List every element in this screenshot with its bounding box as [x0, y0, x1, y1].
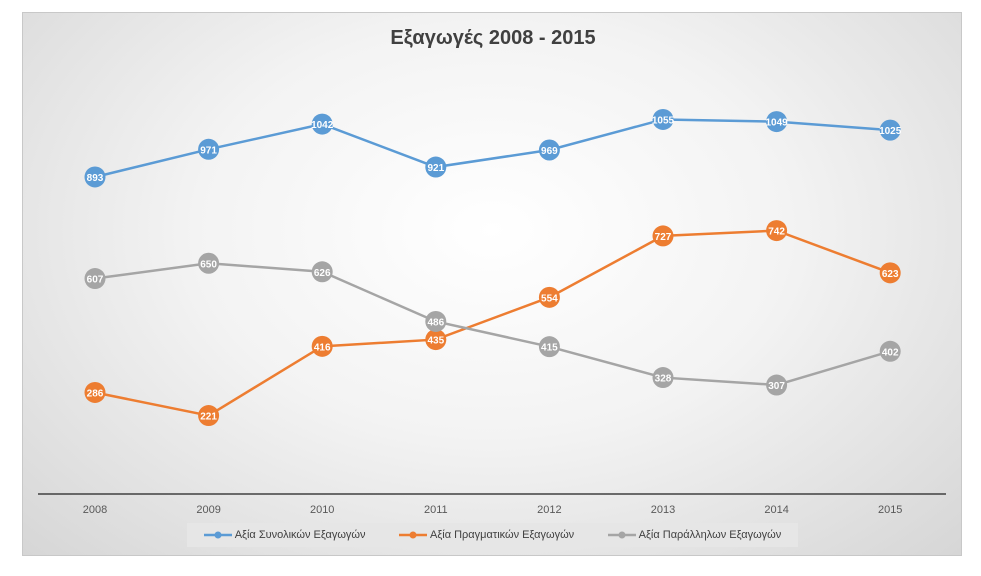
data-label: 221: [200, 412, 217, 423]
data-point: [538, 286, 560, 308]
x-tick-label: 2015: [878, 504, 902, 516]
data-point: [425, 329, 447, 351]
data-point: [311, 261, 333, 283]
data-label: 416: [314, 342, 331, 353]
x-tick-label: 2010: [310, 504, 334, 516]
data-label: 971: [200, 145, 217, 156]
data-point: [652, 108, 674, 130]
data-point: [425, 310, 447, 332]
data-label: 554: [541, 293, 558, 304]
x-tick-label: 2008: [83, 504, 107, 516]
legend-label: Αξία Πραγματικών Εξαγωγών: [429, 529, 575, 541]
legend-label: Αξία Παράλληλων Εξαγωγών: [638, 529, 782, 541]
data-point: [766, 220, 788, 242]
data-point: [879, 262, 901, 284]
data-label: 486: [427, 317, 444, 328]
data-label: 1049: [765, 118, 788, 129]
series-line-2: [94, 261, 891, 387]
x-tick-label: 2012: [537, 504, 561, 516]
data-label: 650: [200, 259, 217, 270]
series-line-0: [94, 118, 891, 179]
data-point: [198, 252, 220, 274]
data-point: [84, 268, 106, 290]
chart-title: Εξαγωγές 2008 - 2015: [390, 27, 596, 49]
legend-marker-icon: [398, 531, 427, 539]
legend-item: Αξία Παράλληλων Εξαγωγών: [607, 529, 782, 541]
plot-area: 2008 2009 2010 2011 2012 2013 2014 2015 893 971 10…: [38, 108, 946, 516]
data-point: [84, 166, 106, 188]
data-point: [311, 113, 333, 135]
data-label: 921: [427, 163, 444, 174]
legend-item: Αξία Συνολικών Εξαγωγών: [203, 529, 366, 541]
data-label: 286: [87, 388, 104, 399]
data-label: 435: [427, 336, 444, 347]
data-label: 415: [541, 343, 558, 354]
data-point: [84, 381, 106, 403]
legend-label: Αξία Συνολικών Εξαγωγών: [234, 529, 366, 541]
data-label: 626: [314, 268, 331, 279]
data-point: [766, 111, 788, 133]
data-point: [425, 156, 447, 178]
chart-area: Εξαγωγές 2008 - 2015 2008 2009 2010 2011 201…: [22, 12, 962, 556]
x-tick-label: 2013: [651, 504, 675, 516]
legend-marker-icon: [203, 531, 232, 539]
data-point: [538, 139, 560, 161]
data-label: 893: [87, 173, 104, 184]
data-point: [879, 340, 901, 362]
x-tick-label: 2014: [764, 504, 788, 516]
data-label: 742: [768, 227, 785, 238]
legend-marker-icon: [607, 531, 636, 539]
data-label: 402: [882, 347, 899, 358]
data-label: 328: [655, 374, 672, 385]
data-label: 307: [768, 381, 785, 392]
legend: Αξία Συνολικών Εξαγωγών Αξία Πραγματικών …: [187, 523, 798, 547]
data-label: 969: [541, 146, 558, 157]
data-point: [538, 336, 560, 358]
data-point: [879, 119, 901, 141]
data-point: [311, 335, 333, 357]
data-point: [652, 225, 674, 247]
data-label: 623: [882, 269, 899, 280]
legend-item: Αξία Πραγματικών Εξαγωγών: [398, 529, 575, 541]
data-label: 1042: [311, 120, 334, 131]
x-tick-label: 2011: [424, 504, 448, 516]
data-point: [766, 374, 788, 396]
data-label: 1055: [652, 115, 675, 126]
data-point: [198, 405, 220, 427]
data-label: 727: [655, 232, 672, 243]
x-tick-label: 2009: [196, 504, 220, 516]
data-point: [652, 367, 674, 389]
series-line-1: [94, 229, 891, 417]
data-point: [198, 138, 220, 160]
data-label: 607: [87, 275, 104, 286]
data-label: 1025: [879, 126, 902, 137]
